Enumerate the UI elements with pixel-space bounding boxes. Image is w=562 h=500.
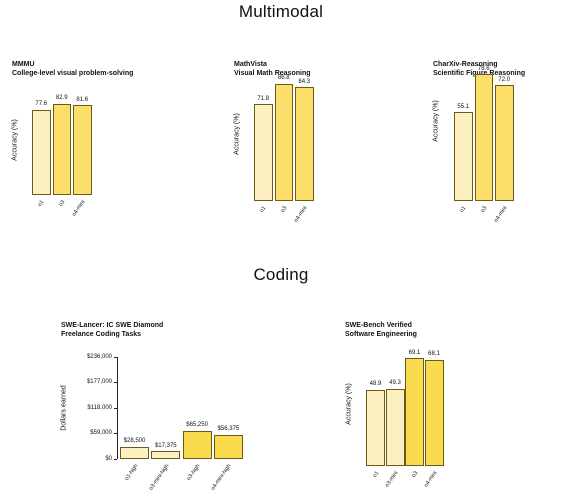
x-tick-label: o3 — [410, 470, 419, 479]
chart-subtitle: Visual Math Reasoning — [234, 69, 311, 77]
y-tick-mark — [114, 459, 117, 460]
chart-subtitle: Freelance Coding Tasks — [61, 330, 142, 338]
x-tick-label: o4-mini — [423, 470, 439, 489]
bar — [182, 430, 212, 459]
y-tick-mark — [114, 356, 117, 358]
bar — [495, 85, 514, 201]
y-axis-label: Accuracy (%) — [233, 112, 241, 155]
chart-title: CharXiv-Reasoning Scientific Figure Reaso… — [433, 61, 525, 78]
data-label: 55.1 — [457, 103, 470, 110]
y-axis-label: Accuracy (%) — [11, 119, 19, 161]
bar — [385, 388, 405, 466]
section-title-coding: Coding — [253, 265, 309, 284]
chart-subtitle: College-level visual problem-solving — [12, 69, 134, 77]
x-tick-label: o3 — [279, 205, 289, 214]
y-tick-label: $118,000 — [87, 404, 112, 411]
x-tick-label: o1 — [371, 470, 380, 479]
data-label: 48.9 — [369, 381, 382, 388]
y-axis-line — [117, 356, 118, 459]
x-tick-label: o3 — [57, 199, 67, 208]
bar — [295, 87, 314, 201]
bar — [52, 103, 71, 195]
data-label: $56,375 — [217, 426, 240, 432]
bar — [274, 83, 293, 201]
y-tick-mark — [114, 407, 117, 409]
bar — [474, 74, 493, 201]
x-tick-label: o3-mini-high — [147, 463, 171, 492]
y-axis-label: Accuracy (%) — [345, 382, 353, 425]
x-tick-label: o4-mini-high — [210, 463, 233, 492]
x-tick-label: o3 — [479, 205, 489, 214]
chart-title: MathVista Visual Math Reasoning — [234, 61, 311, 78]
chart-title: MMMU College-level visual problem-solving — [12, 61, 133, 78]
data-label: 86.8 — [277, 75, 290, 82]
chart-title: SWE-Lancer: IC SWE Diamond Freelance Codi… — [61, 322, 163, 339]
y-tick-label: $59,000 — [90, 430, 112, 437]
y-tick-label: $177,000 — [86, 379, 112, 386]
chart-subtitle: Scientific Figure Reasoning — [433, 69, 526, 77]
y-axis-label: Dollars earned — [60, 384, 68, 431]
bar — [424, 359, 444, 466]
chart-title: SWE-Bench Verified Software Engineering — [345, 322, 417, 339]
bar — [213, 434, 243, 459]
data-label: $65,250 — [186, 422, 208, 429]
data-label: 81.6 — [76, 96, 89, 103]
data-label: 72.0 — [498, 76, 511, 83]
data-label: 78.6 — [477, 65, 490, 72]
bar — [120, 446, 149, 459]
chart-title-main: SWE-Bench Verified — [345, 322, 412, 329]
x-tick-label: o3-high — [186, 463, 202, 482]
bar — [73, 105, 92, 195]
data-label: 82.9 — [55, 95, 68, 102]
bar — [366, 389, 385, 466]
data-label: 84.3 — [298, 78, 311, 85]
chart-title-main: CharXiv-Reasoning — [433, 61, 498, 68]
y-tick-mark — [114, 382, 117, 383]
section-title-multimodal: Multimodal — [238, 2, 324, 21]
y-tick-mark — [114, 433, 117, 435]
data-label: 68.1 — [428, 351, 440, 358]
x-tick-label: o1-high — [123, 463, 139, 482]
chart-title-main: SWE-Lancer: IC SWE Diamond — [61, 322, 164, 329]
bar — [32, 109, 51, 195]
chart-title-main: MMMU — [12, 61, 35, 68]
x-tick-label: o1 — [459, 205, 468, 214]
x-tick-label: o3-mini — [384, 470, 400, 489]
data-label: $28,500 — [123, 438, 146, 445]
data-label: $17,375 — [154, 442, 177, 449]
bar — [151, 451, 181, 459]
data-label: 49.3 — [389, 380, 401, 387]
chart-title-main: MathVista — [234, 61, 267, 68]
y-tick-label: $236,000 — [86, 353, 112, 360]
data-label: 71.8 — [257, 95, 270, 102]
x-tick-label: o1 — [37, 199, 46, 208]
x-tick-label: o1 — [259, 205, 268, 214]
chart-subtitle: Software Engineering — [345, 330, 417, 338]
bar — [405, 358, 424, 466]
bar — [254, 104, 273, 201]
bar — [454, 112, 473, 201]
x-tick-label: o4-mini — [293, 205, 309, 224]
y-axis-label: Accuracy (%) — [432, 99, 440, 142]
y-tick-label: $0 — [105, 456, 112, 462]
x-tick-label: o4-mini — [493, 205, 509, 224]
data-label: 69.1 — [408, 349, 421, 356]
x-tick-label: o4-mini — [71, 199, 87, 218]
data-label: 77.6 — [35, 101, 48, 108]
